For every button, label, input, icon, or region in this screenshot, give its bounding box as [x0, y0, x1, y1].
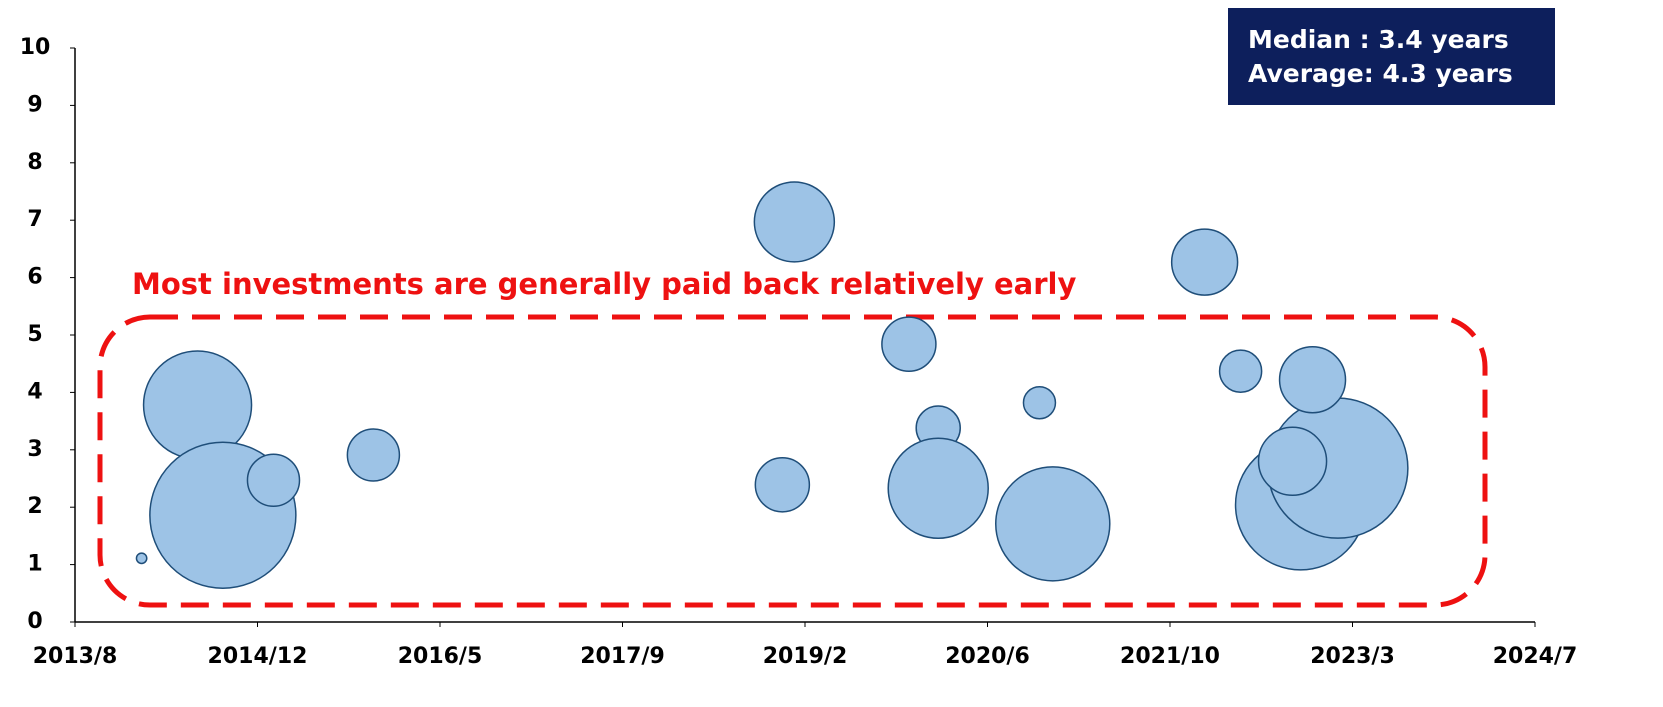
x-tick-label: 2017/9: [580, 644, 665, 669]
average-label: Average: 4.3 years: [1248, 59, 1513, 88]
bubble: [753, 181, 836, 263]
bubble: [1022, 385, 1057, 420]
bubble: [1170, 228, 1239, 296]
bubble: [881, 316, 937, 372]
bubble: [246, 453, 301, 507]
y-tick-label: 5: [27, 322, 42, 347]
y-tick-label: 2: [27, 494, 42, 519]
bubble: [1218, 349, 1263, 393]
x-tick-label: 2021/10: [1120, 644, 1220, 669]
x-tick-label: 2024/7: [1493, 644, 1578, 669]
y-tick-label: 0: [27, 609, 42, 634]
x-tick-label: 2019/2: [763, 644, 848, 669]
bubble: [754, 457, 811, 513]
bubble: [995, 466, 1111, 582]
stats-box: [1228, 8, 1555, 105]
annotation: Most investments are generally paid back…: [132, 267, 1076, 301]
y-tick-label: 1: [27, 552, 42, 577]
y-tick-label: 4: [27, 379, 42, 404]
x-tick-label: 2016/5: [398, 644, 483, 669]
y-tick-label: 9: [27, 92, 42, 117]
y-tick-label: 3: [27, 437, 42, 462]
bubble: [1278, 346, 1347, 414]
x-tick-label: 2014/12: [208, 644, 308, 669]
bubble: [135, 552, 148, 565]
y-tick-label: 8: [27, 150, 42, 175]
x-tick-label: 2020/6: [945, 644, 1030, 669]
x-tick-label: 2013/8: [33, 644, 118, 669]
bubble: [1257, 426, 1328, 497]
median-label: Median : 3.4 years: [1248, 25, 1509, 54]
x-tick-label: 2023/3: [1310, 644, 1395, 669]
bubble: [887, 437, 989, 540]
bubble: [346, 428, 401, 482]
y-tick-label: 10: [20, 35, 51, 60]
highlight-box: [97, 314, 1488, 608]
y-tick-label: 7: [27, 207, 42, 232]
y-tick-label: 6: [27, 265, 42, 290]
